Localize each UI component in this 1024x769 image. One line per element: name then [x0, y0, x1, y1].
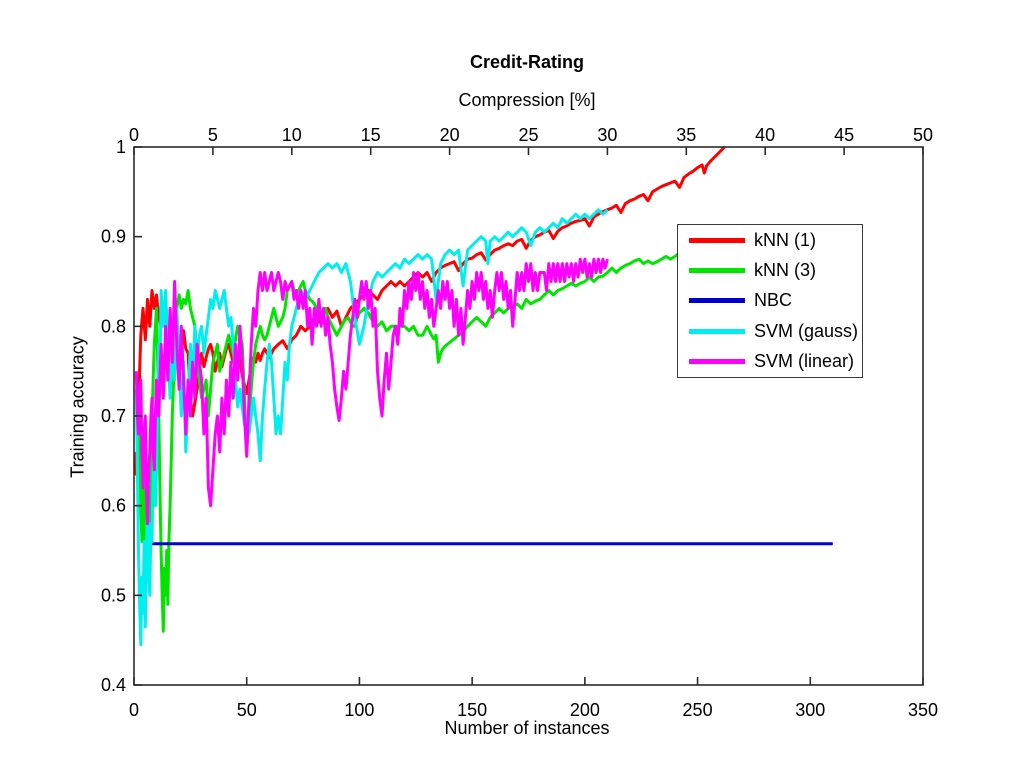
legend-item-svm-gauss: SVM (gauss): [678, 318, 862, 344]
axis-tick-labels: 0 50 100 150 200 250 300 350 0 5 10 15 20 25 30 35 40 45 5…: [101, 125, 938, 720]
top-tick-label: 45: [834, 125, 854, 145]
knn3-line-swatch: [689, 268, 745, 274]
x-tick-label: 50: [237, 700, 257, 720]
top-tick-label: 40: [755, 125, 775, 145]
top-tick-label: 35: [676, 125, 696, 145]
chart-title: Credit-Rating: [470, 52, 584, 72]
axis-ticks: [133, 146, 924, 686]
legend-label-knn3: kNN (3): [754, 260, 816, 281]
x-tick-label: 250: [683, 700, 713, 720]
x-tick-label: 300: [795, 700, 825, 720]
legend-label-nbc: NBC: [754, 290, 793, 311]
nbc-line-swatch: [689, 298, 745, 304]
y-tick-label: 0.6: [101, 496, 126, 516]
y-axis-label: Training accuracy: [67, 336, 88, 478]
series-line-4: [134, 257, 609, 526]
top-tick-label: 30: [597, 125, 617, 145]
legend-item-nbc: NBC: [678, 288, 862, 314]
legend-label-svm-gauss: SVM (gauss): [754, 320, 859, 341]
x-tick-label: 150: [457, 700, 487, 720]
x-tick-label: 100: [344, 700, 374, 720]
knn1-line-swatch: [689, 237, 745, 243]
legend-item-knn3: kNN (3): [678, 258, 862, 284]
legend-label-knn1: kNN (1): [754, 229, 816, 250]
y-tick-label: 0.9: [101, 227, 126, 247]
top-tick-label: 25: [518, 125, 538, 145]
legend: kNN (1) kNN (3) NBC SVM (gauss) SVM (lin…: [677, 224, 863, 378]
y-tick-label: 0.8: [101, 316, 126, 336]
x-tick-label: 350: [908, 700, 938, 720]
top-axis-label: Compression [%]: [458, 90, 596, 110]
top-tick-label: 15: [361, 125, 381, 145]
x-tick-label: 200: [570, 700, 600, 720]
legend-item-knn1: kNN (1): [678, 227, 862, 253]
y-tick-label: 0.7: [101, 406, 126, 426]
top-tick-label: 10: [282, 125, 302, 145]
svm-gauss-line-swatch: [689, 328, 745, 334]
x-tick-label: 0: [129, 700, 139, 720]
y-tick-label: 1: [116, 137, 126, 157]
legend-label-svm-linear: SVM (linear): [754, 351, 855, 372]
bottom-axis-label: Number of instances: [444, 718, 610, 738]
top-tick-label: 0: [129, 125, 139, 145]
y-tick-label: 0.5: [101, 585, 126, 605]
svm-linear-line-swatch: [689, 359, 745, 365]
top-tick-label: 50: [913, 125, 933, 145]
legend-item-svm-linear: SVM (linear): [678, 349, 862, 375]
y-tick-label: 0.4: [101, 675, 126, 695]
top-tick-label: 20: [440, 125, 460, 145]
series-lines: [133, 146, 833, 647]
top-tick-label: 5: [208, 125, 218, 145]
